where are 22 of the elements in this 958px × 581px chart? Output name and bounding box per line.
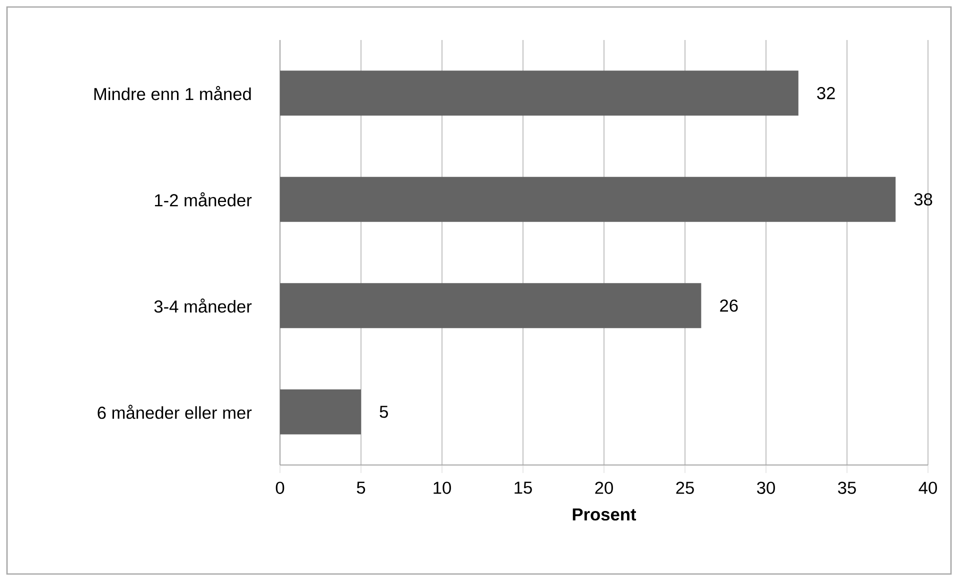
x-tick-label: 15 <box>514 482 532 494</box>
bar <box>280 70 798 116</box>
x-tick-label: 35 <box>838 482 856 494</box>
x-tick-label: 5 <box>356 482 366 494</box>
data-label: 38 <box>914 193 932 206</box>
data-label: 32 <box>817 86 835 100</box>
bar <box>280 283 702 328</box>
x-tick-label: 30 <box>757 482 775 494</box>
data-label: 26 <box>720 299 738 312</box>
x-axis-title: Prosent <box>572 508 636 521</box>
x-tick-label: 0 <box>276 482 284 494</box>
x-tick-label: 25 <box>676 482 694 494</box>
x-tick-label: 10 <box>434 482 451 494</box>
bar <box>280 389 361 434</box>
y-tick-label: 6 måneder eller mer <box>98 404 252 419</box>
x-tick-label: 20 <box>595 482 613 494</box>
bar <box>280 176 896 222</box>
y-tick-label: Mindre enn 1 måned <box>94 86 251 100</box>
y-tick-label: 1-2 måneder <box>154 192 252 206</box>
y-tick-label: 3-4 måneder <box>154 298 252 313</box>
data-label: 5 <box>380 406 388 418</box>
x-tick-label: 40 <box>918 482 937 494</box>
